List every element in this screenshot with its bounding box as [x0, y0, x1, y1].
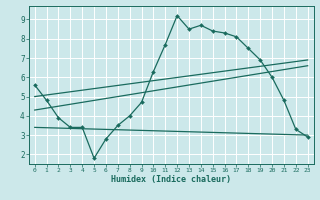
- X-axis label: Humidex (Indice chaleur): Humidex (Indice chaleur): [111, 175, 231, 184]
